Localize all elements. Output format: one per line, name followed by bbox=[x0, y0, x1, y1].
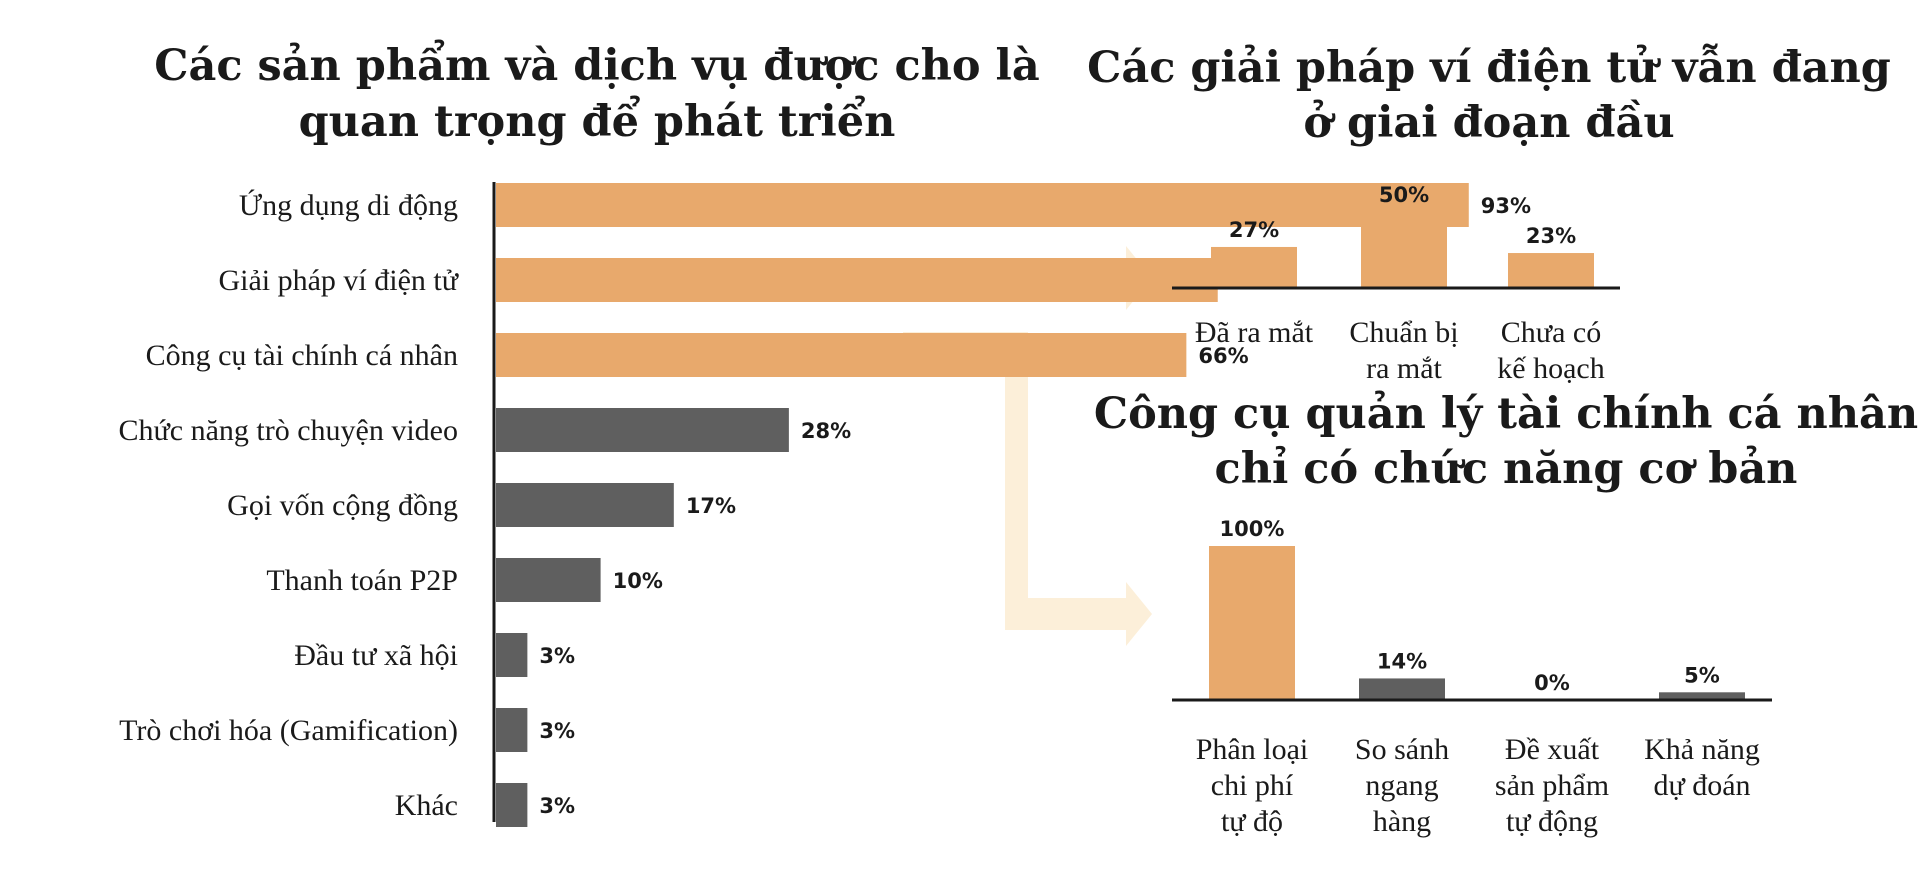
category-label-6: Thanh toán P2P bbox=[266, 564, 458, 597]
value-label-3: 23% bbox=[1526, 224, 1576, 248]
bar-7 bbox=[496, 633, 528, 677]
bar-1 bbox=[496, 183, 1469, 227]
value-label-1: 100% bbox=[1220, 517, 1285, 541]
category-label-2-line-1: Chuẩn bị bbox=[1349, 316, 1458, 349]
main-chart-bars: Ứng dụng di động 93% Giải pháp ví điện tử 6… bbox=[118, 183, 1531, 827]
category-label-4-line-2: dự đoán bbox=[1653, 769, 1750, 802]
category-label-1: Ứng dụng di động bbox=[239, 189, 458, 222]
category-label-3-line-1: Đề xuất bbox=[1505, 733, 1600, 766]
category-label-2-line-2: ra mắt bbox=[1366, 352, 1442, 385]
main-chart-title-line-2: quan trọng để phát triển bbox=[299, 95, 896, 147]
pfm-chart-title-line-2: chỉ có chức năng cơ bản bbox=[1215, 444, 1798, 494]
bar-3 bbox=[1508, 253, 1594, 288]
category-label-2: Giải pháp ví điện tử bbox=[218, 264, 459, 297]
category-label-2-line-2: ngang bbox=[1365, 769, 1438, 802]
bar-1 bbox=[1211, 246, 1297, 288]
category-label-1-line-3: tự độ bbox=[1221, 805, 1283, 838]
bar-3 bbox=[496, 333, 1187, 377]
value-label-3: 0% bbox=[1534, 671, 1570, 695]
category-label-2-line-1: So sánh bbox=[1355, 733, 1449, 766]
bar-6 bbox=[496, 558, 601, 602]
category-label-8: Trò chơi hóa (Gamification) bbox=[119, 714, 458, 747]
category-label-5: Gọi vốn cộng đồng bbox=[227, 489, 458, 522]
value-label-2: 14% bbox=[1377, 649, 1427, 673]
category-label-7: Đầu tư xã hội bbox=[294, 639, 458, 672]
category-label-4: Chức năng trò chuyện video bbox=[118, 414, 458, 447]
value-label-4: 5% bbox=[1684, 663, 1720, 687]
bar-8 bbox=[496, 708, 528, 752]
bar-4 bbox=[1659, 692, 1745, 700]
category-label-3-line-3: tự động bbox=[1506, 805, 1598, 838]
value-label-5: 17% bbox=[686, 494, 736, 518]
value-label-6: 10% bbox=[613, 569, 663, 593]
category-label-1-line-1: Đã ra mắt bbox=[1195, 316, 1314, 349]
value-label-4: 28% bbox=[801, 419, 851, 443]
connector-arrow-pfm bbox=[903, 332, 1152, 646]
value-label-3: 66% bbox=[1198, 344, 1248, 368]
value-label-8: 3% bbox=[539, 719, 575, 743]
value-label-9: 3% bbox=[539, 794, 575, 818]
category-label-1-line-2: chi phí bbox=[1211, 769, 1294, 802]
main-chart-title-line-1: Các sản phẩm và dịch vụ được cho là bbox=[154, 39, 1040, 91]
value-label-1: 93% bbox=[1481, 194, 1531, 218]
bar-2 bbox=[496, 258, 1218, 302]
category-label-3-line-2: sản phẩm bbox=[1495, 769, 1609, 802]
category-label-3-line-1: Chưa có bbox=[1501, 316, 1601, 349]
bar-2 bbox=[1361, 212, 1447, 288]
wallet-chart: Các giải pháp ví điện tử vẫn đang ở giai… bbox=[1087, 43, 1891, 385]
bar-5 bbox=[496, 483, 674, 527]
category-label-1-line-1: Phân loại bbox=[1196, 733, 1309, 766]
pfm-chart: Công cụ quản lý tài chính cá nhân chỉ có… bbox=[1094, 389, 1918, 838]
category-label-9: Khác bbox=[395, 789, 458, 822]
bar-4 bbox=[496, 408, 789, 452]
connector-arrows bbox=[903, 246, 1152, 646]
category-label-3-line-2: kế hoạch bbox=[1497, 352, 1604, 385]
category-label-2-line-3: hàng bbox=[1373, 805, 1431, 838]
bar-2 bbox=[1359, 678, 1445, 700]
category-label-4-line-1: Khả năng bbox=[1644, 733, 1760, 766]
value-label-1: 27% bbox=[1229, 218, 1279, 242]
bar-1 bbox=[1209, 546, 1295, 700]
bar-9 bbox=[496, 783, 528, 827]
wallet-chart-title-line-1: Các giải pháp ví điện tử vẫn đang bbox=[1087, 43, 1891, 93]
value-label-7: 3% bbox=[539, 644, 575, 668]
pfm-chart-title-line-1: Công cụ quản lý tài chính cá nhân bbox=[1094, 389, 1918, 439]
category-label-3: Công cụ tài chính cá nhân bbox=[146, 339, 458, 372]
wallet-chart-title-line-2: ở giai đoạn đầu bbox=[1303, 98, 1674, 148]
value-label-2: 50% bbox=[1379, 183, 1429, 207]
